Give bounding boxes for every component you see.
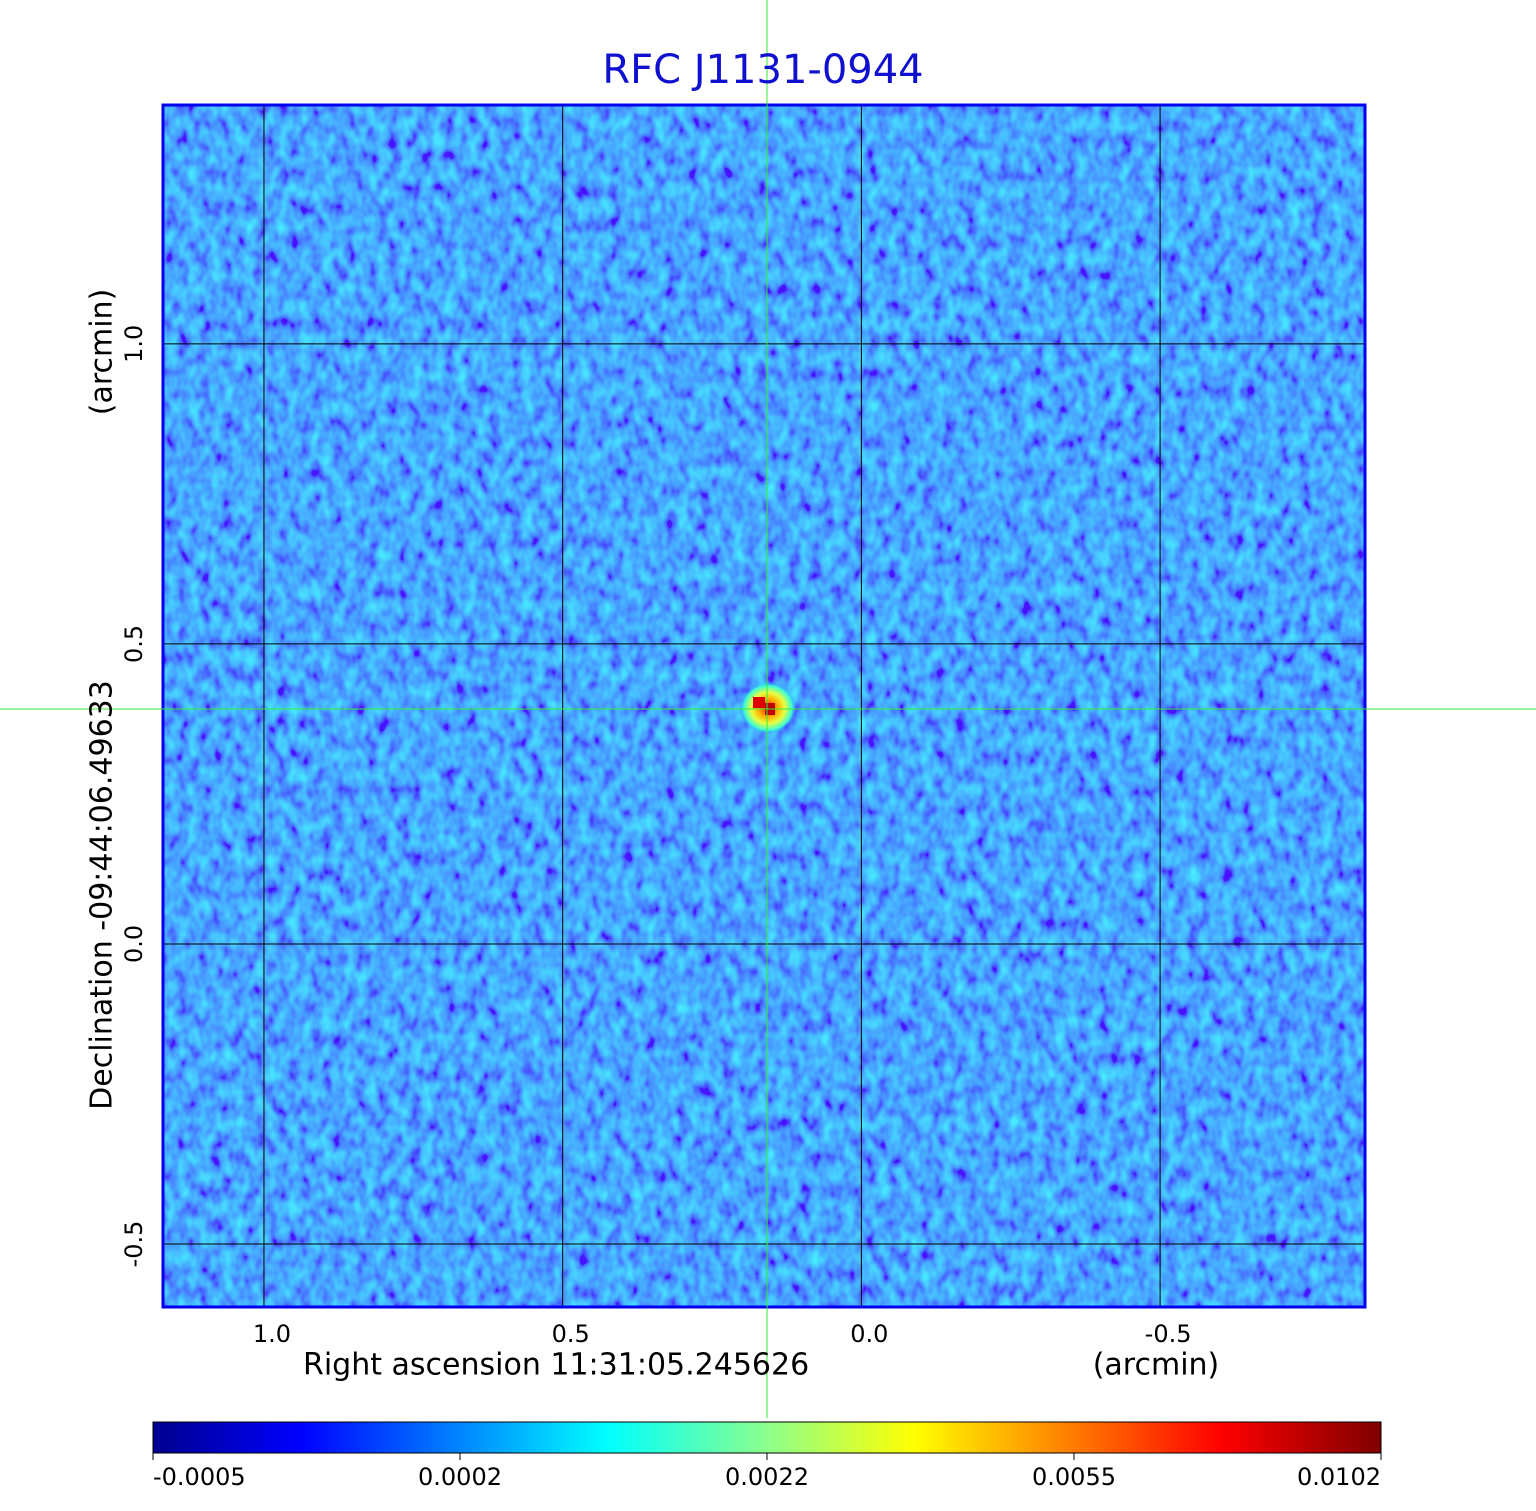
colorbar-tick-label: 0.0002 xyxy=(418,1463,502,1491)
chart-title: RFC J1131-0944 xyxy=(602,47,923,93)
colorbar-tick-label: 0.0102 xyxy=(1297,1463,1381,1491)
colorbar-tick-label: 0.0055 xyxy=(1032,1463,1116,1491)
y-tick-label: 1.0 xyxy=(120,325,148,363)
y-tick-label: -0.5 xyxy=(120,1221,148,1268)
y-axis-label: Declination -09:44:06.49633 xyxy=(85,680,120,1110)
colorbar xyxy=(152,1421,1382,1454)
x-tick-label: 0.5 xyxy=(552,1320,590,1348)
plot-frame xyxy=(161,103,1367,1309)
x-axis-unit: (arcmin) xyxy=(1093,1348,1220,1383)
y-axis-unit: (arcmin) xyxy=(85,289,120,416)
source-peak xyxy=(753,697,765,708)
colorbar-tick-label: 0.0022 xyxy=(725,1463,809,1491)
x-axis-label: Right ascension 11:31:05.245626 xyxy=(303,1348,809,1383)
x-tick-label: 1.0 xyxy=(253,1320,291,1348)
x-tick-label: -0.5 xyxy=(1145,1320,1192,1348)
y-tick-label: 0.0 xyxy=(120,925,148,963)
image xyxy=(163,105,1365,1307)
colorbar-tick-label: -0.0005 xyxy=(153,1463,246,1491)
x-tick-label: 0.0 xyxy=(850,1320,888,1348)
y-tick-label: 0.5 xyxy=(120,625,148,663)
